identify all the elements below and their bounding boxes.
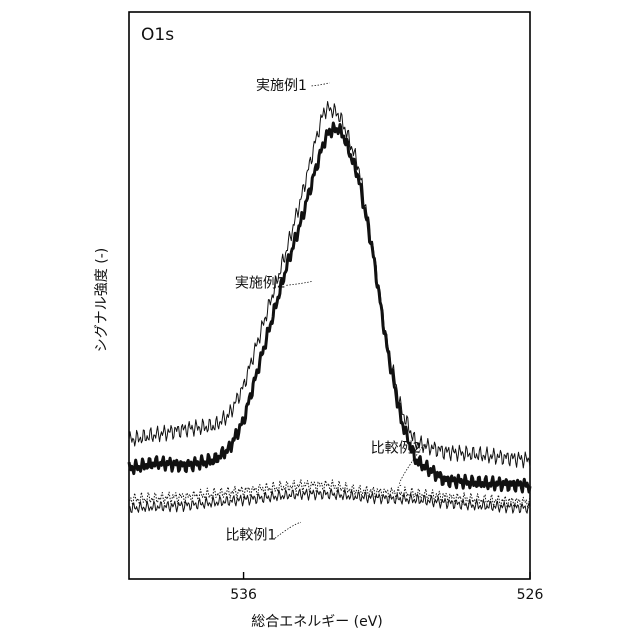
series-line-4 [128,488,531,514]
x-tick-label-2: 526 [517,587,544,603]
annotation-label-2: 実施例2 [235,275,286,291]
annotation-leader-2 [286,280,313,286]
annotation-label-3: 比較例2 [371,440,422,456]
tick-layer: 536 526 [230,572,543,603]
chart-title: O1s [141,25,174,45]
y-axis-label: シグナル強度 (-) [94,248,110,352]
annotation-leader-3 [399,444,425,486]
annotation-label-4: 比較例1 [225,527,276,543]
x-tick-label-1: 536 [230,587,257,603]
series-line-3 [128,479,531,509]
annotation-leader-4 [274,521,302,539]
plot-frame [128,11,531,580]
annotation-leader-1 [311,82,330,87]
x-axis-label: 総合エネルギー (eV) [251,614,383,630]
series-layer [127,101,532,514]
annotation-label-1: 実施例1 [256,78,307,94]
annotation-layer: 実施例1 実施例2 比較例2 比較例1 [225,78,425,543]
series-line-1 [128,101,531,469]
series-line-2 [127,121,532,494]
